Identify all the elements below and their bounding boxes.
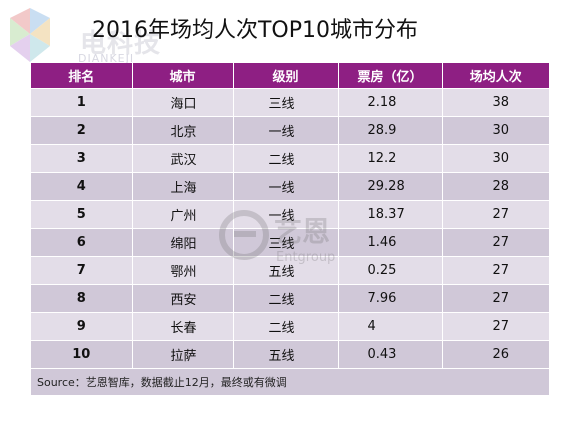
cell-city: 海口 — [131, 88, 233, 117]
cell-box-office: 1.46 — [337, 228, 442, 257]
cell-box-office: 7.96 — [337, 284, 442, 313]
cell-box-office: 28.9 — [337, 116, 442, 145]
cell-tier: 二线 — [232, 284, 338, 313]
cell-avg: 30 — [441, 116, 549, 145]
dianke-logo — [6, 4, 126, 70]
cell-rank: 4 — [31, 172, 132, 201]
cell-tier: 一线 — [232, 116, 338, 145]
cell-tier: 三线 — [232, 88, 338, 117]
cell-city: 长春 — [131, 312, 233, 341]
cell-city: 拉萨 — [131, 340, 233, 369]
cell-rank: 10 — [31, 340, 132, 369]
cell-tier: 一线 — [232, 172, 338, 201]
header-tier: 级别 — [232, 63, 338, 89]
ranking-table: 排名 城市 级别 票房（亿） 场均人次 1 海口 三线 2.18 38 2 北京… — [31, 63, 549, 395]
cell-box-office: 0.43 — [337, 340, 442, 369]
source-row: Source：艺恩智库，数据截止12月，最终或有微调 — [31, 368, 549, 395]
cell-rank: 6 — [31, 228, 132, 257]
header-city: 城市 — [131, 63, 233, 89]
header-avg-attendance: 场均人次 — [441, 63, 549, 89]
cell-avg: 27 — [441, 228, 549, 257]
logo-subtext: DIANKEJI — [78, 52, 135, 65]
cell-rank: 8 — [31, 284, 132, 313]
cell-rank: 7 — [31, 256, 132, 285]
cell-tier: 二线 — [232, 144, 338, 173]
cell-tier: 二线 — [232, 312, 338, 341]
table-row: 10 拉萨 五线 0.43 26 — [31, 340, 549, 369]
cell-rank: 3 — [31, 144, 132, 173]
table-row: 8 西安 二线 7.96 27 — [31, 284, 549, 313]
header-rank: 排名 — [31, 63, 132, 89]
header-box-office: 票房（亿） — [337, 63, 442, 89]
cell-avg: 27 — [441, 312, 549, 341]
cell-avg: 38 — [441, 88, 549, 117]
cell-rank: 2 — [31, 116, 132, 145]
table-row: 4 上海 一线 29.28 28 — [31, 172, 549, 201]
cell-avg: 27 — [441, 200, 549, 229]
logo-text: 电科技 — [80, 29, 162, 59]
cell-city: 广州 — [131, 200, 233, 229]
table-row: 9 长春 二线 4 27 — [31, 312, 549, 341]
table-row: 7 鄂州 五线 0.25 27 — [31, 256, 549, 285]
table-header-row: 排名 城市 级别 票房（亿） 场均人次 — [31, 63, 549, 89]
cell-city: 武汉 — [131, 144, 233, 173]
cell-tier: 五线 — [232, 340, 338, 369]
cell-city: 绵阳 — [131, 228, 233, 257]
cell-avg: 30 — [441, 144, 549, 173]
cell-box-office: 29.28 — [337, 172, 442, 201]
cell-tier: 一线 — [232, 200, 338, 229]
cell-city: 西安 — [131, 284, 233, 313]
cell-box-office: 12.2 — [337, 144, 442, 173]
cell-tier: 三线 — [232, 228, 338, 257]
cell-avg: 27 — [441, 256, 549, 285]
cell-avg: 28 — [441, 172, 549, 201]
cell-avg: 26 — [441, 340, 549, 369]
cell-tier: 五线 — [232, 256, 338, 285]
cell-rank: 5 — [31, 200, 132, 229]
cell-city: 鄂州 — [131, 256, 233, 285]
cell-box-office: 4 — [337, 312, 442, 341]
table-row: 2 北京 一线 28.9 30 — [31, 116, 549, 145]
cell-city: 上海 — [131, 172, 233, 201]
table-row: 1 海口 三线 2.18 38 — [31, 88, 549, 117]
table-row: 6 绵阳 三线 1.46 27 — [31, 228, 549, 257]
cell-box-office: 0.25 — [337, 256, 442, 285]
table-row: 3 武汉 二线 12.2 30 — [31, 144, 549, 173]
cell-box-office: 18.37 — [337, 200, 442, 229]
page-title: 2016年场均人次TOP10城市分布 — [92, 18, 419, 43]
cell-rank: 1 — [31, 88, 132, 117]
cell-box-office: 2.18 — [337, 88, 442, 117]
ranking-table-container: 排名 城市 级别 票房（亿） 场均人次 1 海口 三线 2.18 38 2 北京… — [31, 63, 549, 395]
cell-city: 北京 — [131, 116, 233, 145]
cell-rank: 9 — [31, 312, 132, 341]
source-note: Source：艺恩智库，数据截止12月，最终或有微调 — [31, 368, 549, 395]
logo-mark-icon — [10, 8, 50, 62]
table-row: 5 广州 一线 18.37 27 — [31, 200, 549, 229]
cell-avg: 27 — [441, 284, 549, 313]
